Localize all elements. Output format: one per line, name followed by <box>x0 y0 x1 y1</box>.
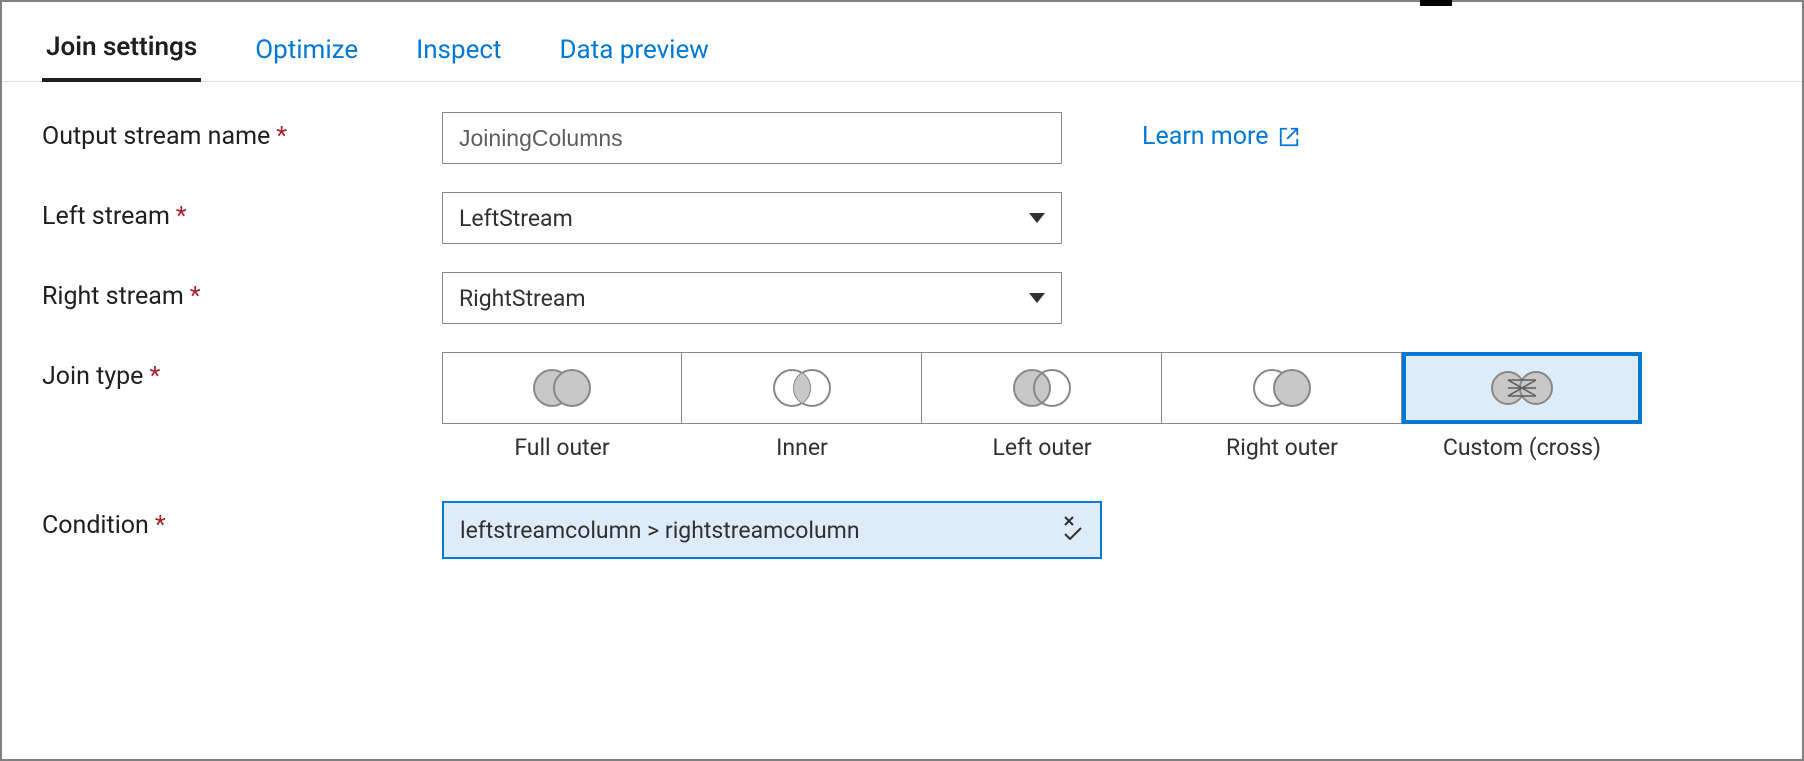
panel-frame: Join settings Optimize Inspect Data prev… <box>0 0 1804 761</box>
venn-right-outer-icon <box>1242 366 1322 410</box>
learn-more-link[interactable]: Learn more <box>1142 112 1300 151</box>
join-type-left-outer[interactable] <box>922 352 1162 424</box>
tab-data-preview[interactable]: Data preview <box>555 25 712 81</box>
expression-clear-validate-icon[interactable] <box>1062 514 1084 546</box>
tab-optimize[interactable]: Optimize <box>251 25 362 81</box>
join-type-inner-label: Inner <box>776 434 828 461</box>
left-stream-label: Left stream* <box>42 192 442 231</box>
tab-strip: Join settings Optimize Inspect Data prev… <box>2 2 1802 82</box>
venn-custom-cross-icon <box>1482 366 1562 410</box>
join-type-full-outer-label: Full outer <box>514 434 609 461</box>
external-link-icon <box>1278 126 1300 148</box>
join-type-label: Join type* <box>42 352 442 391</box>
join-type-left-outer-label: Left outer <box>992 434 1091 461</box>
condition-input[interactable]: leftstreamcolumn > rightstreamcolumn <box>442 501 1102 559</box>
join-type-custom-cross-label: Custom (cross) <box>1443 434 1601 461</box>
join-type-right-outer-label: Right outer <box>1226 434 1338 461</box>
join-type-group: Full outer Inner <box>442 352 1642 461</box>
venn-left-outer-icon <box>1002 366 1082 410</box>
chevron-down-icon <box>1029 293 1045 303</box>
join-type-full-outer[interactable] <box>442 352 682 424</box>
right-stream-select[interactable]: RightStream <box>442 272 1062 324</box>
join-type-custom-cross[interactable] <box>1402 352 1642 424</box>
condition-label: Condition* <box>42 501 442 540</box>
join-settings-form: Output stream name* Learn more Left stre… <box>2 82 1802 617</box>
right-stream-label: Right stream* <box>42 272 442 311</box>
join-type-inner[interactable] <box>682 352 922 424</box>
output-stream-input[interactable] <box>442 112 1062 164</box>
tab-join-settings[interactable]: Join settings <box>42 22 201 82</box>
output-stream-label: Output stream name* <box>42 112 442 151</box>
venn-full-outer-icon <box>522 366 602 410</box>
chevron-down-icon <box>1029 213 1045 223</box>
left-stream-select[interactable]: LeftStream <box>442 192 1062 244</box>
tab-inspect[interactable]: Inspect <box>412 25 505 81</box>
resize-handle[interactable] <box>1420 0 1452 6</box>
join-type-right-outer[interactable] <box>1162 352 1402 424</box>
venn-inner-icon <box>762 366 842 410</box>
